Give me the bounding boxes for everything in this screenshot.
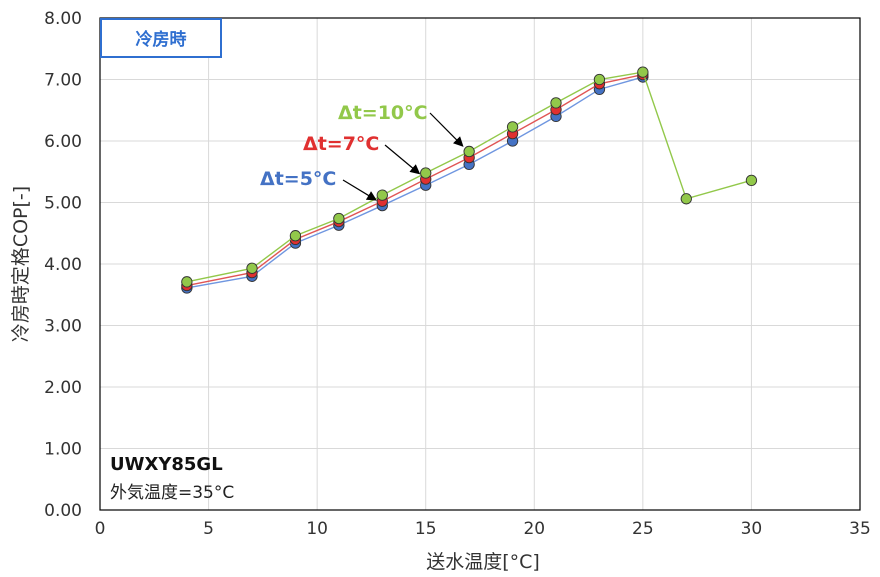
x-tick-label: 0 — [95, 519, 106, 539]
annotation-layer: Δt=10°C Δt=7°C Δt=5°C — [260, 102, 464, 201]
x-axis-title: 送水温度[°C] — [426, 551, 540, 573]
x-tick-label: 25 — [632, 519, 654, 539]
mode-badge: 冷房時 — [100, 18, 222, 58]
model-name: UWXY85GL — [110, 454, 223, 475]
y-axis-title: 冷房時定格COP[-] — [10, 186, 32, 342]
data-point — [246, 262, 258, 274]
y-tick-label: 1.00 — [44, 440, 82, 460]
x-tick-labels: 0 5 10 15 20 25 30 35 — [95, 519, 871, 539]
data-point — [680, 193, 692, 205]
data-point — [745, 174, 758, 187]
mode-badge-label: 冷房時 — [136, 29, 187, 50]
x-tick-label: 5 — [203, 519, 214, 539]
annotation-arrow — [384, 144, 421, 175]
annotation-arrow — [342, 179, 377, 201]
annotation-arrow — [429, 112, 464, 147]
data-point — [376, 189, 388, 201]
y-tick-label: 4.00 — [44, 255, 82, 275]
series-annotation-label: Δt=7°C — [303, 133, 379, 155]
x-tick-label: 15 — [415, 519, 437, 539]
series-2 — [181, 66, 758, 288]
data-point — [463, 145, 475, 158]
y-tick-label: 6.00 — [44, 132, 82, 152]
series-layer — [181, 66, 758, 294]
plot-frame — [99, 17, 861, 511]
x-tick-label: 10 — [306, 519, 328, 539]
data-point — [550, 97, 562, 109]
data-point — [593, 73, 606, 86]
data-point — [506, 121, 519, 133]
data-point — [333, 212, 345, 225]
x-tick-label: 30 — [741, 519, 763, 539]
y-tick-label: 7.00 — [44, 71, 82, 91]
outdoor-condition: 外気温度=35°C — [110, 483, 234, 503]
x-tick-label: 20 — [523, 519, 545, 539]
series-annotation-label: Δt=10°C — [338, 102, 428, 124]
x-tick-label: 35 — [849, 519, 871, 539]
y-tick-label: 2.00 — [44, 378, 82, 398]
series-annotation-label: Δt=5°C — [260, 168, 336, 190]
y-tick-label: 0.00 — [44, 501, 82, 521]
data-point — [181, 276, 193, 288]
y-tick-label: 8.00 — [44, 9, 82, 29]
y-tick-labels: 0.00 1.00 2.00 3.00 4.00 5.00 6.00 7.00 8.00 — [44, 9, 82, 521]
data-point — [420, 167, 432, 179]
y-tick-label: 3.00 — [44, 317, 82, 337]
y-tick-label: 5.00 — [44, 194, 82, 214]
data-point — [289, 230, 302, 242]
mode-badge-frame — [100, 18, 222, 58]
data-point — [637, 66, 649, 78]
